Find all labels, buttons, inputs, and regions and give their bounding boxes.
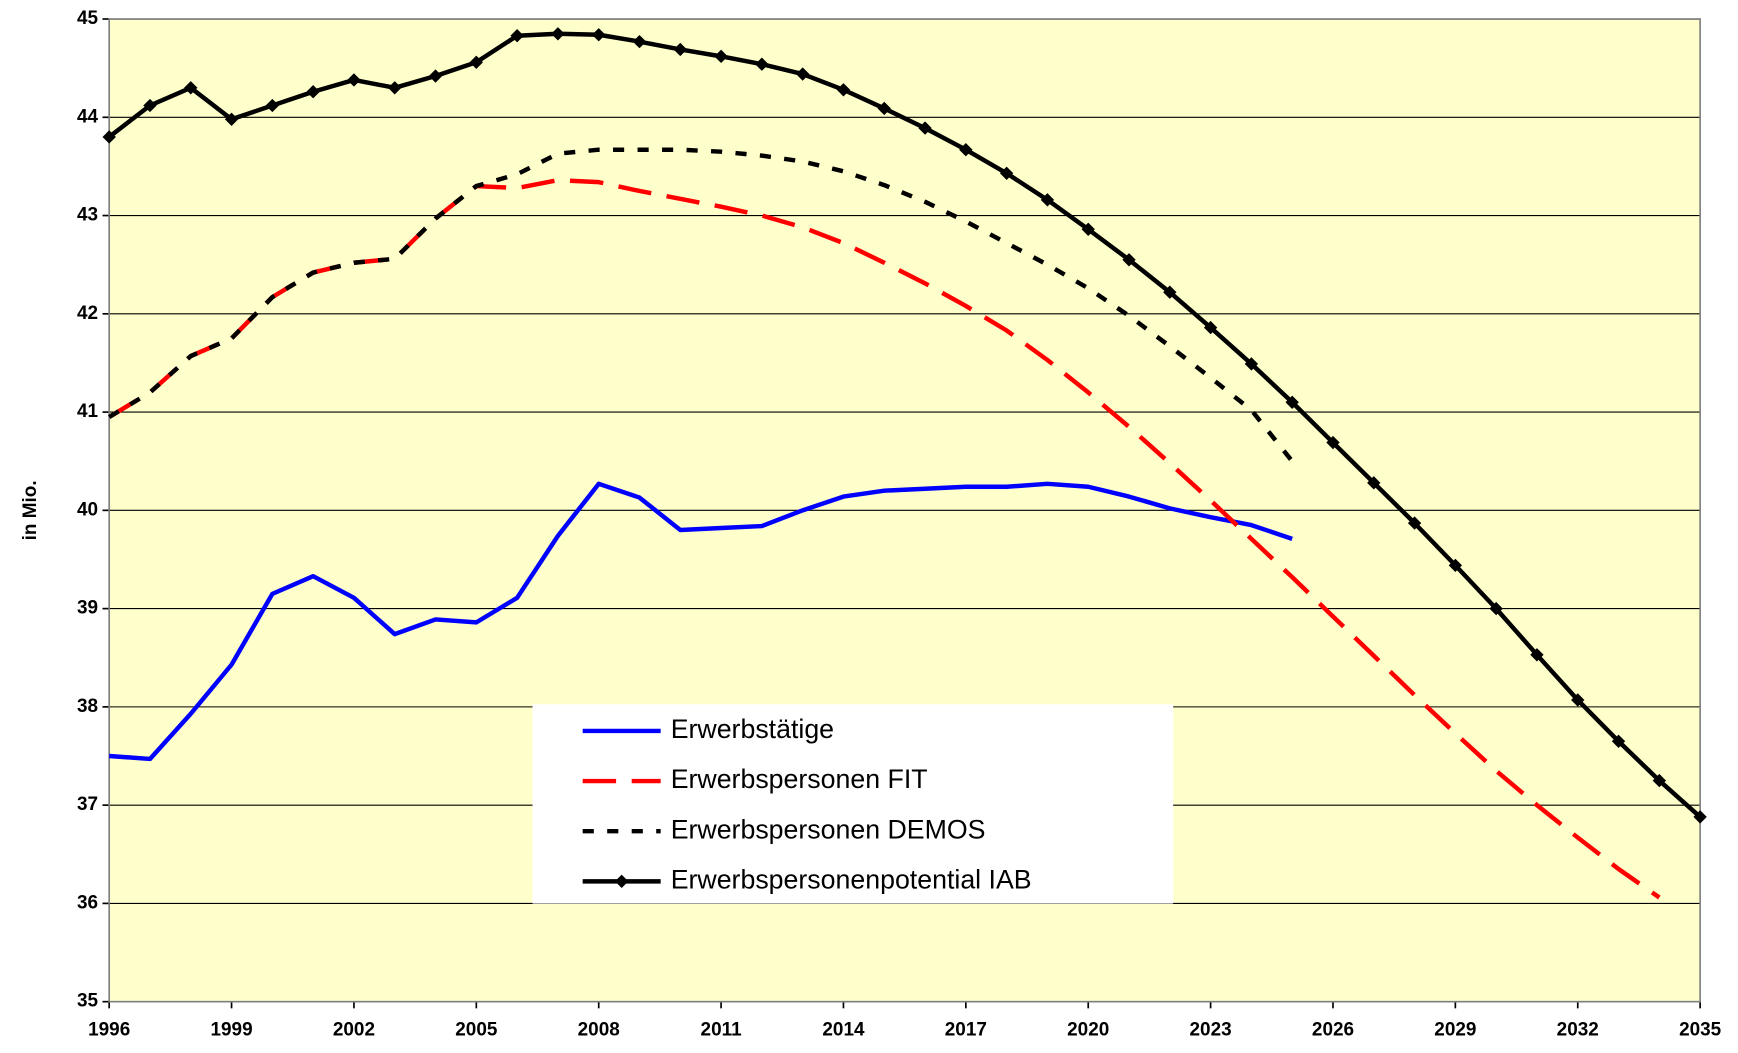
series-marker bbox=[714, 49, 728, 64]
legend-label: Erwerbspersonen FIT bbox=[671, 764, 928, 794]
y-tick-label: 35 bbox=[77, 991, 98, 1012]
y-tick-label: 39 bbox=[77, 598, 98, 619]
x-tick-label: 2032 bbox=[1557, 1020, 1599, 1041]
y-tick-label: 37 bbox=[77, 794, 98, 815]
series-marker bbox=[999, 166, 1014, 180]
y-axis-label: in Mio. bbox=[20, 480, 41, 540]
x-tick-label: 2023 bbox=[1190, 1020, 1232, 1041]
y-tick-label: 40 bbox=[77, 499, 98, 520]
series-marker bbox=[1244, 357, 1259, 371]
series-marker bbox=[1326, 435, 1340, 450]
x-tick-label: 2002 bbox=[333, 1020, 375, 1041]
series-marker bbox=[1122, 253, 1136, 267]
legend-label: Erwerbstätige bbox=[671, 714, 834, 744]
series-marker bbox=[795, 67, 810, 81]
series-marker bbox=[1489, 601, 1503, 616]
y-tick-label: 36 bbox=[77, 892, 98, 913]
series-marker bbox=[836, 83, 851, 97]
series-marker bbox=[388, 81, 402, 95]
x-tick-label: 2008 bbox=[578, 1020, 620, 1041]
x-tick-label: 2035 bbox=[1679, 1020, 1721, 1041]
series-marker bbox=[347, 73, 361, 87]
x-tick-label: 2014 bbox=[822, 1020, 865, 1041]
series-marker bbox=[224, 112, 239, 126]
series-line bbox=[108, 177, 1661, 900]
series-marker bbox=[510, 29, 524, 43]
series-marker bbox=[1448, 558, 1463, 573]
y-tick-label: 44 bbox=[77, 106, 99, 127]
y-tick-label: 45 bbox=[77, 8, 98, 29]
x-tick-label: 2017 bbox=[945, 1020, 987, 1041]
series-marker bbox=[632, 34, 647, 49]
series-marker bbox=[469, 55, 484, 69]
x-tick-label: 2029 bbox=[1434, 1020, 1476, 1041]
y-tick-label: 42 bbox=[77, 303, 98, 324]
series-marker bbox=[102, 130, 116, 144]
x-tick-label: 2011 bbox=[701, 1020, 742, 1041]
x-tick-label: 2005 bbox=[455, 1020, 497, 1041]
legend-box bbox=[532, 704, 1174, 904]
series-marker bbox=[1530, 648, 1544, 662]
x-tick-label: 2020 bbox=[1067, 1020, 1109, 1041]
series-marker bbox=[1163, 285, 1177, 299]
series-marker bbox=[428, 69, 443, 83]
series-marker bbox=[877, 101, 891, 116]
series-marker bbox=[265, 98, 280, 113]
x-tick-label: 1996 bbox=[88, 1020, 130, 1041]
y-tick-label: 43 bbox=[77, 205, 98, 226]
series-marker bbox=[306, 85, 320, 99]
y-tick-label: 41 bbox=[77, 401, 98, 422]
x-tick-label: 2026 bbox=[1312, 1020, 1354, 1041]
series-marker bbox=[1203, 320, 1218, 335]
legend-marker bbox=[614, 874, 629, 889]
legend-label: Erwerbspersonen DEMOS bbox=[671, 814, 986, 844]
y-tick-label: 38 bbox=[77, 696, 98, 717]
plot-frame bbox=[108, 18, 1701, 1003]
x-tick-label: 1999 bbox=[211, 1020, 253, 1041]
series-marker bbox=[755, 57, 769, 71]
legend-label: Erwerbspersonenpotential IAB bbox=[671, 864, 1032, 894]
series-marker bbox=[1285, 395, 1299, 409]
series-line bbox=[107, 31, 1702, 819]
series-marker bbox=[1571, 693, 1585, 707]
series-line bbox=[109, 481, 1293, 762]
